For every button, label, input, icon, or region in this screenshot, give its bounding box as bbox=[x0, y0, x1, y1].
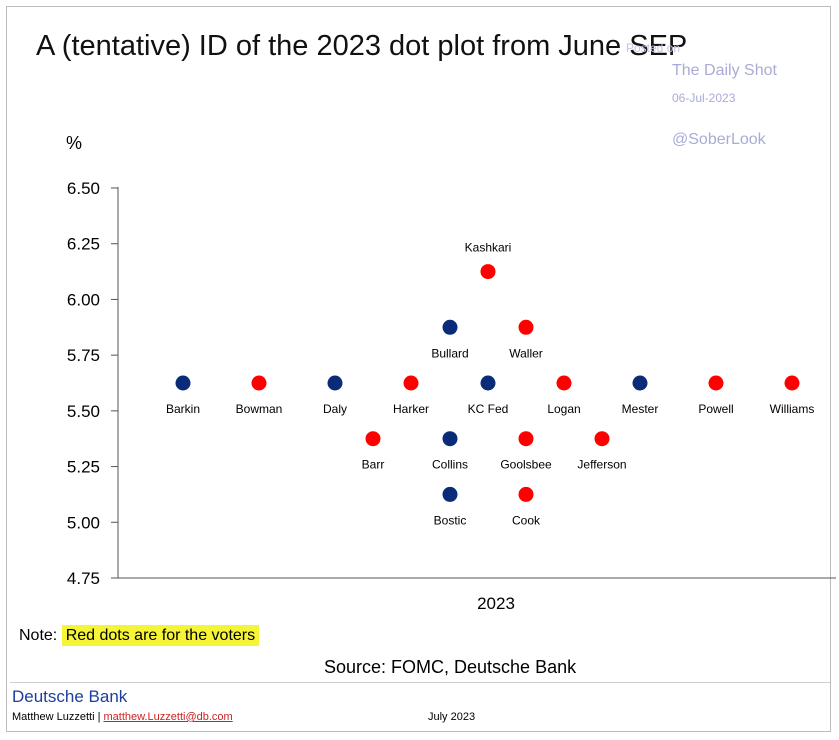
dot-label: Bowman bbox=[236, 402, 283, 416]
y-tick-label: 5.25 bbox=[67, 458, 100, 477]
dot-harker bbox=[403, 375, 419, 391]
chart-frame bbox=[6, 6, 831, 732]
dot-label: Barkin bbox=[166, 402, 200, 416]
dot-label: Collins bbox=[432, 458, 468, 472]
dot-label: Jefferson bbox=[577, 458, 626, 472]
dot-mester bbox=[632, 375, 648, 391]
watermark-handle: @SoberLook bbox=[672, 131, 766, 148]
dot-cook bbox=[518, 486, 534, 502]
source-line: Source: FOMC, Deutsche Bank bbox=[324, 657, 577, 677]
note-highlight: Red dots are for the voters bbox=[61, 625, 260, 646]
dot-label: Powell bbox=[698, 402, 733, 416]
note-prefix: Note: bbox=[19, 627, 62, 644]
chart-title: A (tentative) ID of the 2023 dot plot fr… bbox=[36, 30, 688, 62]
y-tick-label: 5.00 bbox=[67, 513, 100, 532]
y-axis-unit: % bbox=[66, 133, 83, 153]
x-axis-label: 2023 bbox=[477, 594, 515, 613]
dot-powell bbox=[708, 375, 724, 391]
footer-brand: Deutsche Bank bbox=[12, 687, 128, 706]
dot-barr bbox=[365, 431, 381, 447]
dot-label: Kashkari bbox=[465, 241, 512, 255]
author-name: Matthew Luzzetti | bbox=[12, 711, 104, 723]
dots bbox=[175, 264, 800, 502]
dot-label: Mester bbox=[622, 402, 659, 416]
footer-divider bbox=[10, 682, 830, 683]
y-tick-label: 5.50 bbox=[67, 402, 100, 421]
dot-bostic bbox=[442, 486, 458, 502]
dot-kashkari bbox=[480, 264, 496, 280]
y-tick-label: 6.00 bbox=[67, 290, 100, 309]
dot-labels: Barkin Bowman Daly Harker KC Fed Logan Mester P… bbox=[166, 241, 814, 528]
watermark-source-tag: Posted on bbox=[626, 41, 681, 55]
dot-label: Barr bbox=[362, 458, 385, 472]
dot-label: Daly bbox=[323, 402, 347, 416]
footer-date: July 2023 bbox=[428, 711, 476, 723]
dot-jefferson bbox=[594, 431, 610, 447]
dot-bullard bbox=[442, 319, 458, 335]
dot-label: Williams bbox=[770, 402, 815, 416]
dot-collins bbox=[442, 431, 458, 447]
dot-label: Waller bbox=[509, 346, 543, 360]
dot-daly bbox=[327, 375, 343, 391]
dot-waller bbox=[518, 319, 534, 335]
dot-williams bbox=[784, 375, 800, 391]
axes bbox=[117, 187, 836, 579]
y-tick-label: 6.50 bbox=[67, 179, 100, 198]
dot-logan bbox=[556, 375, 572, 391]
note: Note: Red dots are for the voters bbox=[19, 625, 260, 646]
dot-kc-fed bbox=[480, 375, 496, 391]
y-ticks: 6.50 6.25 6.00 5.75 5.50 5.25 5.00 4.75 bbox=[67, 179, 118, 588]
dot-label: KC Fed bbox=[468, 402, 509, 416]
y-tick-label: 4.75 bbox=[67, 569, 100, 588]
dot-goolsbee bbox=[518, 431, 534, 447]
y-tick-label: 5.75 bbox=[67, 346, 100, 365]
watermark-date: 06-Jul-2023 bbox=[672, 91, 736, 105]
dot-label: Logan bbox=[547, 402, 580, 416]
y-tick-label: 6.25 bbox=[67, 235, 100, 254]
dot-label: Bullard bbox=[431, 346, 468, 360]
dot-plot: 6.506.256.005.755.505.255.004.75 Barkin B… bbox=[67, 179, 836, 613]
dot-label: Cook bbox=[512, 513, 541, 527]
dot-barkin bbox=[175, 375, 191, 391]
dot-label: Goolsbee bbox=[500, 458, 552, 472]
footer-author: Matthew Luzzetti | matthew.Luzzetti@db.c… bbox=[12, 711, 233, 723]
dot-bowman bbox=[251, 375, 267, 391]
watermark-name: The Daily Shot bbox=[672, 62, 777, 79]
author-email-link[interactable]: matthew.Luzzetti@db.com bbox=[103, 711, 233, 723]
dot-label: Bostic bbox=[434, 513, 467, 527]
dot-label: Harker bbox=[393, 402, 429, 416]
